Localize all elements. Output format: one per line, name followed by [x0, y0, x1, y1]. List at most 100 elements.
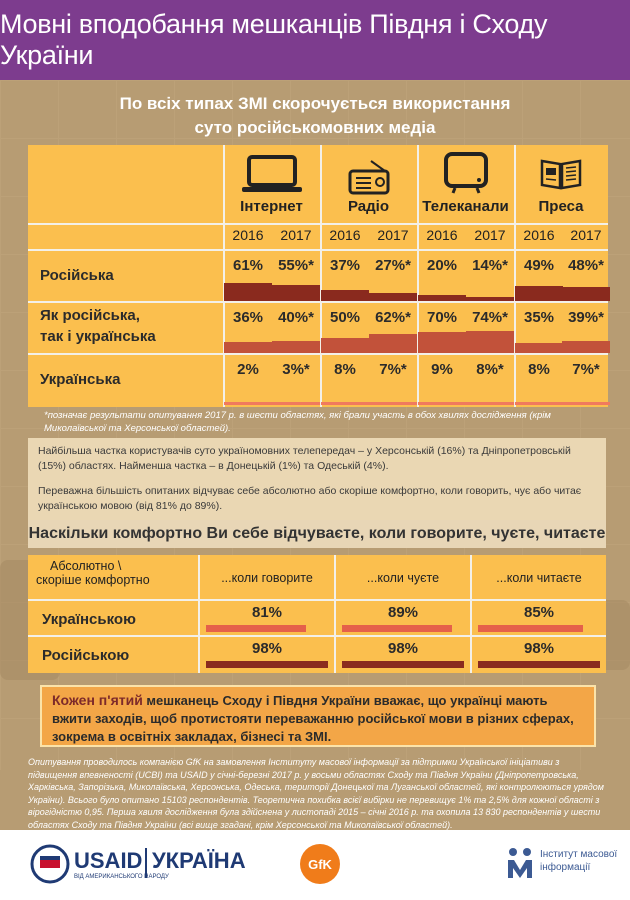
- media-column-radio: Радіо: [320, 145, 417, 223]
- media-bar: [321, 338, 369, 353]
- media-name-radio: Радіо: [347, 198, 389, 215]
- media-value: 20%: [426, 257, 458, 274]
- media-bar: [418, 332, 466, 353]
- media-bar: [321, 289, 369, 301]
- comfort-bar: [206, 625, 307, 632]
- row-divider: [28, 249, 608, 251]
- column-divider: [417, 145, 419, 407]
- comfort-header-read: ...коли читаєте: [496, 571, 582, 585]
- media-value: 70%: [426, 309, 458, 326]
- media-bar: [418, 402, 466, 405]
- laptop-icon: [240, 155, 304, 200]
- row-divider: [28, 223, 608, 225]
- comfort-bar: [342, 625, 453, 632]
- media-bar: [418, 295, 466, 301]
- media-value: 8%: [334, 361, 356, 378]
- footer: USAID ВІД АМЕРИКАНСЬКОГО НАРОДУ УКРАЇНА …: [0, 830, 630, 900]
- media-bar: [562, 402, 610, 405]
- column-divider: [470, 555, 472, 673]
- comfort-row-label-ukrainian: Українською: [42, 611, 136, 628]
- row-divider: [28, 635, 606, 637]
- comfort-value: 98%: [387, 640, 419, 657]
- media-bar: [272, 402, 320, 405]
- comfort-table: Абсолютно \ скоріше комфортно ...коли го…: [28, 555, 606, 673]
- usaid-divider: [145, 848, 147, 878]
- comfort-bar: [206, 661, 328, 668]
- year-label: 2016: [426, 227, 458, 243]
- comfort-value: 89%: [387, 604, 419, 621]
- year-label: 2017: [570, 227, 602, 243]
- media-value: 39%*: [568, 309, 604, 326]
- media-table: Інтернет Радіо Телеканали Преса Російськ…: [28, 145, 610, 407]
- row-label-ukrainian: Українська: [40, 369, 120, 390]
- media-value: 62%*: [375, 309, 411, 326]
- tv-icon: [443, 151, 489, 200]
- paragraph-comfort: Переважна більшість опитаних відчуває се…: [28, 478, 606, 520]
- column-divider: [198, 555, 200, 673]
- comfort-value: 81%: [251, 604, 283, 621]
- year-label: 2016: [232, 227, 264, 243]
- media-value: 8%*: [476, 361, 504, 378]
- media-bar: [224, 282, 272, 301]
- media-bar: [515, 342, 563, 353]
- media-bar: [321, 402, 369, 405]
- row-label-text: Українська: [40, 371, 121, 388]
- media-bar: [466, 330, 514, 353]
- media-bar: [466, 296, 514, 301]
- comfort-bar: [478, 625, 584, 632]
- media-bar: [369, 402, 417, 405]
- highlight-box: Кожен п'ятий мешканець Сходу і Півдня Ук…: [40, 685, 596, 747]
- comfort-header-speak: ...коли говорите: [221, 571, 313, 585]
- year-label: 2017: [474, 227, 506, 243]
- subtitle-line-1: По всіх типах ЗМІ скорочується використа…: [119, 94, 511, 113]
- media-value: 61%: [232, 257, 264, 274]
- column-divider: [320, 145, 322, 407]
- column-divider: [514, 145, 516, 407]
- usaid-logo: [30, 844, 88, 886]
- comfort-bar: [342, 661, 464, 668]
- footnote: *позначає результати опитування 2017 р. …: [44, 410, 551, 434]
- imi-logo-icon: [506, 846, 534, 880]
- media-value: 49%: [523, 257, 555, 274]
- media-bar: [515, 402, 563, 405]
- page-title: Мовні вподобання мешканців Півдня і Сход…: [0, 9, 548, 70]
- imi-line: інформації: [540, 862, 591, 873]
- comfort-section-title: Наскільки комфортно Ви себе відчуваєте, …: [28, 520, 606, 548]
- title-bar: Мовні вподобання мешканців Півдня і Сход…: [0, 0, 630, 80]
- media-value: 14%*: [472, 257, 508, 274]
- media-value: 55%*: [278, 257, 314, 274]
- media-value: 3%*: [282, 361, 310, 378]
- subtitle-line-2: суто російськомовних медіа: [194, 118, 436, 137]
- ukraine-wordmark: УКРАЇНА: [152, 848, 246, 873]
- newspaper-icon: [539, 157, 583, 196]
- row-label-text: так і українська: [40, 328, 156, 345]
- year-label: 2016: [329, 227, 361, 243]
- comfort-row-label-russian: Російською: [42, 647, 130, 664]
- media-column-internet: Інтернет: [223, 145, 320, 223]
- media-value: 2%: [237, 361, 259, 378]
- usaid-seal-icon: [30, 844, 70, 884]
- media-value: 36%: [232, 309, 264, 326]
- media-bar: [369, 334, 417, 353]
- column-divider: [223, 145, 225, 407]
- media-column-tv: Телеканали: [417, 145, 514, 223]
- gfk-logo: GfK: [300, 844, 340, 884]
- paragraph-tv-share: Найбільша частка користувачів суто украї…: [28, 438, 606, 480]
- media-bar: [466, 402, 514, 405]
- media-bar: [515, 286, 563, 301]
- imi-wordmark: Інститут масової інформації: [540, 848, 617, 874]
- comfort-header-hear: ...коли чуєте: [366, 571, 440, 585]
- row-divider: [28, 599, 606, 601]
- row-label-text: Як російська,: [40, 307, 140, 324]
- media-name-press: Преса: [538, 198, 584, 215]
- comfort-value: 98%: [523, 640, 555, 657]
- comfort-value: 98%: [251, 640, 283, 657]
- radio-icon: [347, 159, 391, 200]
- media-value: 7%*: [572, 361, 600, 378]
- usaid-subtitle: ВІД АМЕРИКАНСЬКОГО НАРОДУ: [74, 874, 169, 880]
- media-value: 35%: [523, 309, 555, 326]
- methodology-note: Опитування проводилось компанією GfK на …: [28, 757, 604, 830]
- media-bar: [224, 402, 272, 405]
- corner-line: скоріше комфортно: [36, 573, 150, 587]
- row-divider: [28, 301, 608, 303]
